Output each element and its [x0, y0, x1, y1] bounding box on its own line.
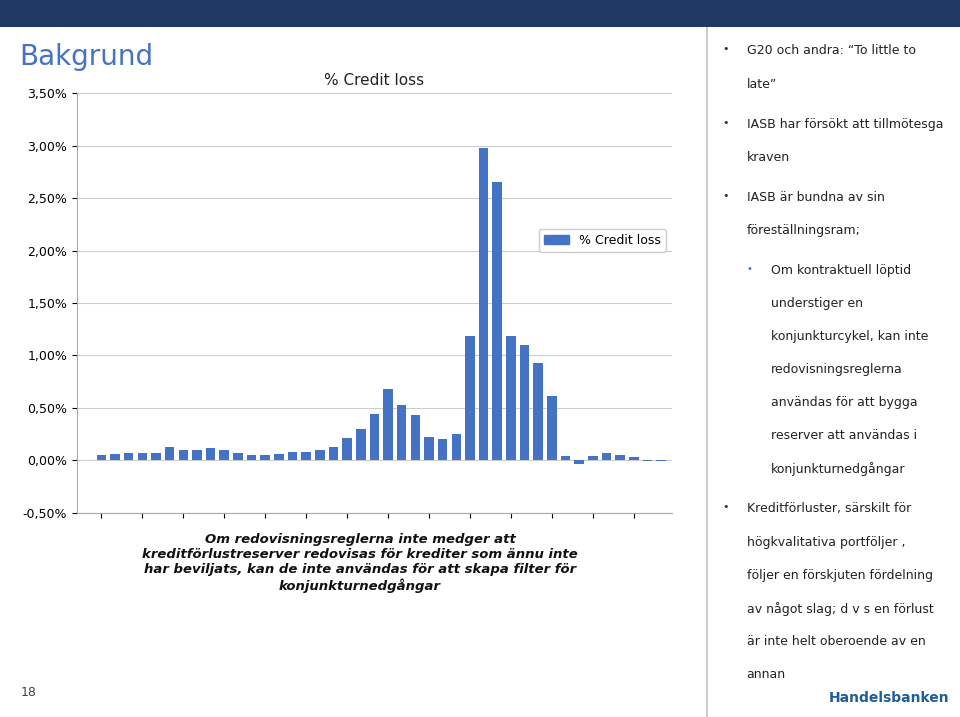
Bar	[534, 363, 543, 460]
Bar	[396, 404, 406, 460]
Text: föreställningsram;: föreställningsram;	[747, 224, 860, 237]
Bar	[192, 450, 202, 460]
Bar	[274, 454, 283, 460]
Text: IASB är bundna av sin: IASB är bundna av sin	[747, 191, 884, 204]
Text: late”: late”	[747, 77, 777, 90]
Bar	[383, 389, 393, 460]
Text: kraven: kraven	[747, 151, 790, 163]
Bar	[519, 345, 529, 460]
Text: konjunkturcykel, kan inte: konjunkturcykel, kan inte	[771, 330, 928, 343]
Text: Bakgrund: Bakgrund	[19, 43, 154, 72]
Bar	[233, 453, 243, 460]
Bar	[466, 336, 475, 460]
Bar	[411, 415, 420, 460]
Text: •: •	[722, 503, 729, 513]
Text: reserver att användas i: reserver att användas i	[771, 429, 917, 442]
Bar	[220, 450, 229, 460]
Bar	[97, 455, 107, 460]
Text: användas för att bygga: användas för att bygga	[771, 397, 918, 409]
Bar	[328, 447, 338, 460]
Bar	[642, 460, 652, 461]
Text: understiger en: understiger en	[771, 297, 863, 310]
Bar	[615, 455, 625, 460]
Bar	[110, 454, 120, 460]
Title: % Credit loss: % Credit loss	[324, 73, 424, 88]
Bar	[602, 453, 612, 460]
Bar	[124, 453, 133, 460]
Bar	[424, 437, 434, 460]
Bar	[479, 148, 489, 460]
Bar	[574, 460, 584, 465]
Bar	[165, 447, 175, 460]
Bar	[315, 450, 324, 460]
Text: •: •	[747, 264, 753, 274]
Text: konjunkturnedgångar: konjunkturnedgångar	[771, 462, 905, 477]
Text: av något slag; d v s en förlust: av något slag; d v s en förlust	[747, 602, 933, 616]
Text: •: •	[722, 118, 729, 128]
Bar	[301, 452, 311, 460]
Text: Om kontraktuell löptid: Om kontraktuell löptid	[771, 264, 911, 277]
Text: •: •	[722, 44, 729, 54]
Text: 18: 18	[21, 686, 37, 699]
Legend: % Credit loss: % Credit loss	[539, 229, 665, 252]
Bar	[438, 440, 447, 460]
Bar	[179, 450, 188, 460]
Bar	[629, 457, 638, 460]
Text: följer en förskjuten fördelning: följer en förskjuten fördelning	[747, 569, 932, 581]
Text: högkvalitativa portföljer ,: högkvalitativa portföljer ,	[747, 536, 905, 549]
Bar	[343, 438, 352, 460]
Text: redovisningsreglerna: redovisningsreglerna	[771, 363, 902, 376]
Bar	[451, 434, 461, 460]
Text: är inte helt oberoende av en: är inte helt oberoende av en	[747, 635, 925, 648]
Bar	[260, 455, 270, 460]
Text: Handelsbanken: Handelsbanken	[829, 690, 949, 705]
Text: annan: annan	[747, 668, 785, 681]
Bar	[588, 456, 598, 460]
Text: Om redovisningsreglerna inte medger att
kreditförlustreserver redovisas för kred: Om redovisningsreglerna inte medger att …	[142, 533, 578, 593]
Bar	[657, 460, 666, 461]
Bar	[205, 447, 215, 460]
Bar	[137, 453, 147, 460]
Text: •: •	[722, 191, 729, 201]
Text: G20 och andra: “To little to: G20 och andra: “To little to	[747, 44, 916, 57]
Text: IASB har försökt att tillmötesga: IASB har försökt att tillmötesga	[747, 118, 943, 130]
Bar	[247, 455, 256, 460]
Bar	[152, 453, 160, 460]
Bar	[547, 397, 557, 460]
Text: Kreditförluster, särskilt för: Kreditförluster, särskilt för	[747, 503, 911, 516]
Bar	[356, 429, 366, 460]
Bar	[561, 456, 570, 460]
Bar	[288, 452, 298, 460]
Bar	[492, 182, 502, 460]
Bar	[370, 414, 379, 460]
Bar	[506, 336, 516, 460]
